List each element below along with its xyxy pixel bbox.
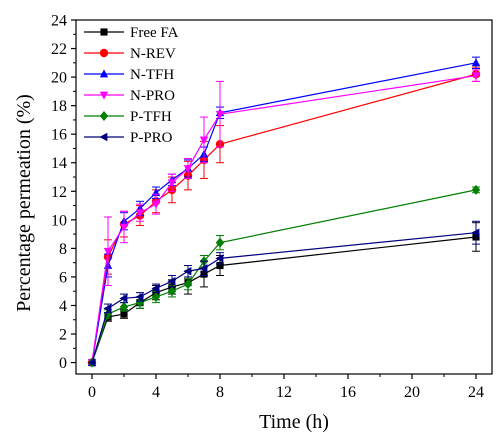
x-tick-label: 8 (216, 384, 224, 401)
y-tick-label: 8 (59, 241, 67, 258)
data-point (215, 254, 224, 263)
legend-item-p-tfh: P-TFH (84, 109, 172, 125)
data-point (471, 72, 481, 81)
data-point (103, 247, 113, 256)
data-point (199, 136, 209, 145)
series-line-n-pro (91, 75, 477, 363)
data-point (119, 294, 128, 303)
data-point (167, 277, 176, 286)
legend-marker (99, 91, 109, 100)
x-tick-label: 16 (340, 384, 356, 401)
data-point (183, 165, 193, 174)
y-tick-label: 18 (51, 98, 67, 115)
series-line-n-rev (91, 73, 477, 363)
data-point (135, 292, 144, 302)
data-point (151, 284, 160, 293)
x-tick-label: 0 (88, 384, 96, 401)
y-tick-label: 2 (59, 327, 67, 344)
series-layer (87, 56, 481, 368)
data-point (183, 267, 192, 276)
y-tick-label: 0 (59, 355, 67, 372)
x-tick-label: 12 (276, 384, 292, 401)
data-point (183, 279, 193, 290)
y-tick-label: 6 (59, 269, 67, 286)
data-point (471, 58, 481, 67)
data-point (135, 209, 145, 218)
legend-marker (99, 48, 109, 58)
series-n-pro (87, 69, 481, 368)
x-tick-label: 4 (152, 384, 160, 401)
series-p-tfh (87, 184, 481, 368)
legend-item-free-fa: Free FA (84, 25, 179, 41)
y-tick-label: 12 (51, 184, 67, 201)
legend-marker (99, 110, 109, 122)
data-point (199, 264, 208, 273)
data-point (471, 228, 480, 237)
legend: Free FA N-REV N-TFH N-PRO P-TFH P-PRO (84, 25, 179, 146)
x-axis: 0 4 8 12 16 20 24 (88, 374, 484, 401)
x-tick-label: 24 (468, 384, 484, 401)
data-point (151, 200, 161, 209)
legend-marker (100, 28, 108, 36)
y-tick-label: 10 (51, 212, 67, 229)
data-point (87, 358, 96, 367)
series-p-pro (87, 220, 480, 367)
data-point (119, 223, 129, 232)
legend-marker (99, 132, 108, 142)
data-point (167, 179, 177, 188)
legend-label: N-PRO (130, 88, 175, 104)
data-point (151, 291, 161, 302)
legend-label: P-PRO (130, 130, 173, 146)
data-point (120, 310, 128, 318)
legend-item-n-rev: N-REV (84, 46, 176, 62)
legend-label: Free FA (130, 25, 179, 41)
legend-item-n-pro: N-PRO (84, 88, 175, 104)
series-line-p-pro (91, 232, 477, 363)
legend-label: N-TFH (130, 67, 174, 83)
series-line-p-tfh (91, 189, 477, 363)
data-point (215, 237, 225, 248)
legend-label: N-REV (130, 46, 176, 62)
series-line-free-fa (91, 236, 477, 363)
legend-item-n-tfh: N-TFH (84, 67, 174, 83)
y-tick-label: 16 (51, 127, 67, 144)
series-free-fa (88, 222, 480, 367)
y-tick-label: 4 (59, 298, 67, 315)
data-point (215, 110, 225, 119)
data-point (135, 297, 145, 308)
y-tick-label: 20 (51, 70, 67, 87)
data-point (216, 261, 224, 270)
y-tick-label: 14 (51, 155, 67, 172)
legend-label: P-TFH (130, 109, 172, 125)
data-point (167, 286, 177, 297)
y-axis-title: Percentage permeation (%) (13, 94, 35, 312)
y-tick-label: 24 (51, 13, 67, 30)
x-tick-label: 20 (404, 384, 420, 401)
y-tick-label: 22 (51, 41, 67, 58)
x-axis-title: Time (h) (259, 411, 329, 433)
series-line-n-tfh (91, 62, 477, 363)
data-point (471, 184, 481, 195)
data-point (119, 301, 129, 312)
legend-marker (99, 69, 109, 78)
legend-item-p-pro: P-PRO (84, 130, 173, 146)
data-point (103, 304, 112, 313)
